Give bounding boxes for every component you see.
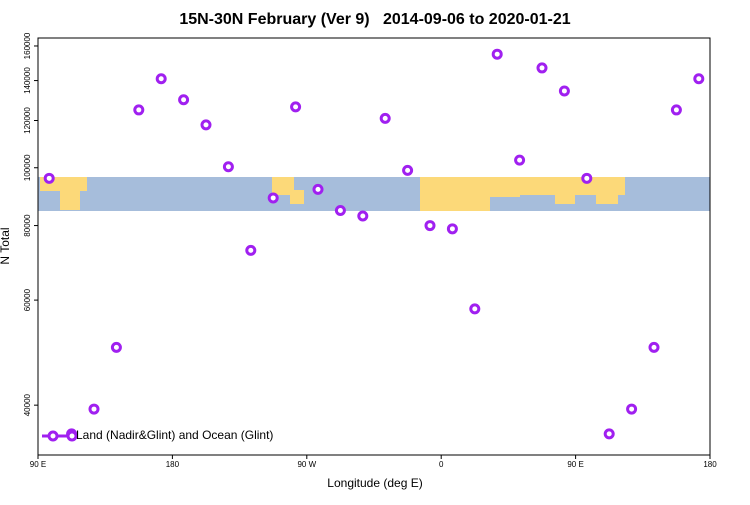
map-strip xyxy=(38,177,710,211)
point xyxy=(290,101,302,113)
y-axis-label: N Total xyxy=(0,227,12,264)
y-tick-label: 80000 xyxy=(23,214,32,237)
point xyxy=(133,104,145,116)
x-tick-label: 180 xyxy=(703,460,717,469)
y-tick-label: 140000 xyxy=(23,67,32,94)
point xyxy=(693,73,705,85)
point xyxy=(155,73,167,85)
point xyxy=(88,403,100,415)
point xyxy=(43,172,55,184)
point xyxy=(200,119,212,131)
x-axis-label: Longitude (deg E) xyxy=(327,476,422,490)
point xyxy=(536,62,548,74)
legend-marker xyxy=(66,430,78,442)
y-tick-label: 120000 xyxy=(23,107,32,134)
y-tick-label: 60000 xyxy=(23,288,32,311)
x-tick-label: 90 E xyxy=(567,460,583,469)
point xyxy=(446,223,458,235)
point xyxy=(469,303,481,315)
x-tick-label: 90 E xyxy=(30,460,46,469)
legend-label: Land (Nadir&Glint) and Ocean (Glint) xyxy=(76,428,273,442)
x-tick-label: 180 xyxy=(166,460,180,469)
point xyxy=(357,210,369,222)
chart-title: 15N-30N February (Ver 9) 2014-09-06 to 2… xyxy=(179,11,570,28)
point xyxy=(110,341,122,353)
x-tick-label: 90 W xyxy=(297,460,316,469)
point xyxy=(402,164,414,176)
point xyxy=(670,104,682,116)
point xyxy=(581,172,593,184)
point xyxy=(424,220,436,232)
point xyxy=(379,112,391,124)
point xyxy=(558,85,570,97)
legend-marker xyxy=(47,430,59,442)
y-tick-label: 40000 xyxy=(23,393,32,416)
plot-frame xyxy=(37,37,711,456)
y-tick-label: 100000 xyxy=(23,154,32,181)
point xyxy=(222,161,234,173)
point xyxy=(334,204,346,216)
y-tick-label: 160000 xyxy=(23,32,32,59)
point xyxy=(245,244,257,256)
point xyxy=(312,183,324,195)
point xyxy=(178,94,190,106)
point xyxy=(491,48,503,60)
point xyxy=(514,154,526,166)
point xyxy=(603,428,615,440)
x-tick-label: 0 xyxy=(439,460,444,469)
point xyxy=(648,341,660,353)
point xyxy=(626,403,638,415)
point xyxy=(267,192,279,204)
